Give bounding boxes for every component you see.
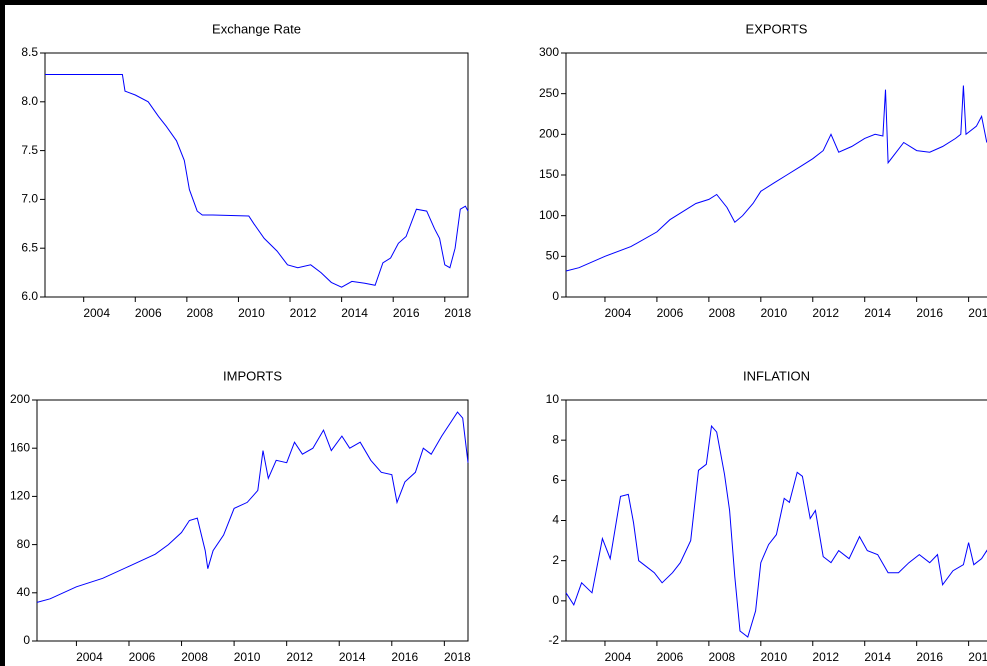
y-tick-label: 120 (10, 489, 30, 503)
x-tick-label: 2008 (181, 650, 208, 664)
x-tick-label: 2010 (234, 650, 261, 664)
x-tick-label: 2016 (916, 306, 943, 320)
x-tick-label: 2018 (968, 306, 987, 320)
x-tick-label: 2012 (812, 650, 839, 664)
x-tick-label: 2016 (393, 306, 420, 320)
x-tick-label: 2012 (290, 306, 317, 320)
plot-frame (44, 52, 469, 298)
y-tick-label: 8.5 (21, 45, 38, 59)
y-tick-label: 6.5 (21, 240, 38, 254)
series-line (565, 424, 987, 638)
y-tick-label: 7.0 (21, 192, 38, 206)
y-tick-label: 50 (546, 249, 560, 263)
y-tick-label: 150 (539, 167, 559, 181)
series-line (45, 74, 469, 288)
x-tick-label: 2006 (129, 650, 156, 664)
y-tick-label: 300 (539, 45, 559, 59)
x-tick-label: 2004 (83, 306, 110, 320)
x-tick-label: 2004 (76, 650, 103, 664)
x-tick-label: 2012 (812, 306, 839, 320)
y-tick-label: 0 (552, 289, 559, 303)
x-tick-label: 2014 (341, 306, 368, 320)
y-tick-label: 100 (539, 208, 559, 222)
x-tick-label: 2012 (286, 650, 313, 664)
chart-title: Exchange Rate (212, 21, 301, 36)
y-tick-label: 2 (552, 553, 559, 567)
y-tick-label: 4 (552, 513, 559, 527)
y-tick-label: 80 (17, 537, 31, 551)
x-tick-label: 2010 (238, 306, 265, 320)
y-tick-label: 6 (552, 473, 559, 487)
chart-title: INFLATION (743, 368, 810, 383)
x-tick-label: 2004 (605, 650, 632, 664)
top-border (0, 0, 987, 5)
series-line (36, 411, 469, 603)
y-tick-label: 250 (539, 86, 559, 100)
x-tick-label: 2016 (916, 650, 943, 664)
y-tick-label: 6.0 (21, 289, 38, 303)
x-tick-label: 2006 (657, 650, 684, 664)
x-tick-label: 2004 (605, 306, 632, 320)
x-tick-label: 2018 (968, 650, 987, 664)
x-tick-label: 2008 (709, 650, 736, 664)
x-tick-label: 2006 (657, 306, 684, 320)
y-tick-label: 8.0 (21, 94, 38, 108)
x-tick-label: 2014 (339, 650, 366, 664)
x-tick-label: 2006 (135, 306, 162, 320)
x-tick-label: 2008 (187, 306, 214, 320)
x-tick-label: 2008 (709, 306, 736, 320)
y-tick-label: 7.5 (21, 143, 38, 157)
y-tick-label: 200 (10, 392, 30, 406)
x-tick-label: 2010 (760, 306, 787, 320)
x-tick-label: 2016 (391, 650, 418, 664)
x-tick-label: 2018 (444, 650, 471, 664)
left-border (0, 0, 5, 666)
y-tick-label: 200 (539, 127, 559, 141)
y-tick-label: 40 (17, 585, 31, 599)
plot-frame (36, 399, 469, 642)
x-tick-label: 2014 (864, 650, 891, 664)
y-tick-label: 0 (23, 633, 30, 647)
series-line (565, 85, 987, 272)
y-tick-label: 160 (10, 440, 30, 454)
chart-title: IMPORTS (223, 368, 282, 383)
y-tick-label: -2 (548, 633, 559, 647)
x-tick-label: 2010 (760, 650, 787, 664)
chart-title: EXPORTS (746, 21, 808, 36)
y-tick-label: 10 (546, 392, 560, 406)
y-tick-label: 8 (552, 432, 559, 446)
x-tick-label: 2018 (444, 306, 471, 320)
y-tick-label: 0 (552, 593, 559, 607)
x-tick-label: 2014 (864, 306, 891, 320)
